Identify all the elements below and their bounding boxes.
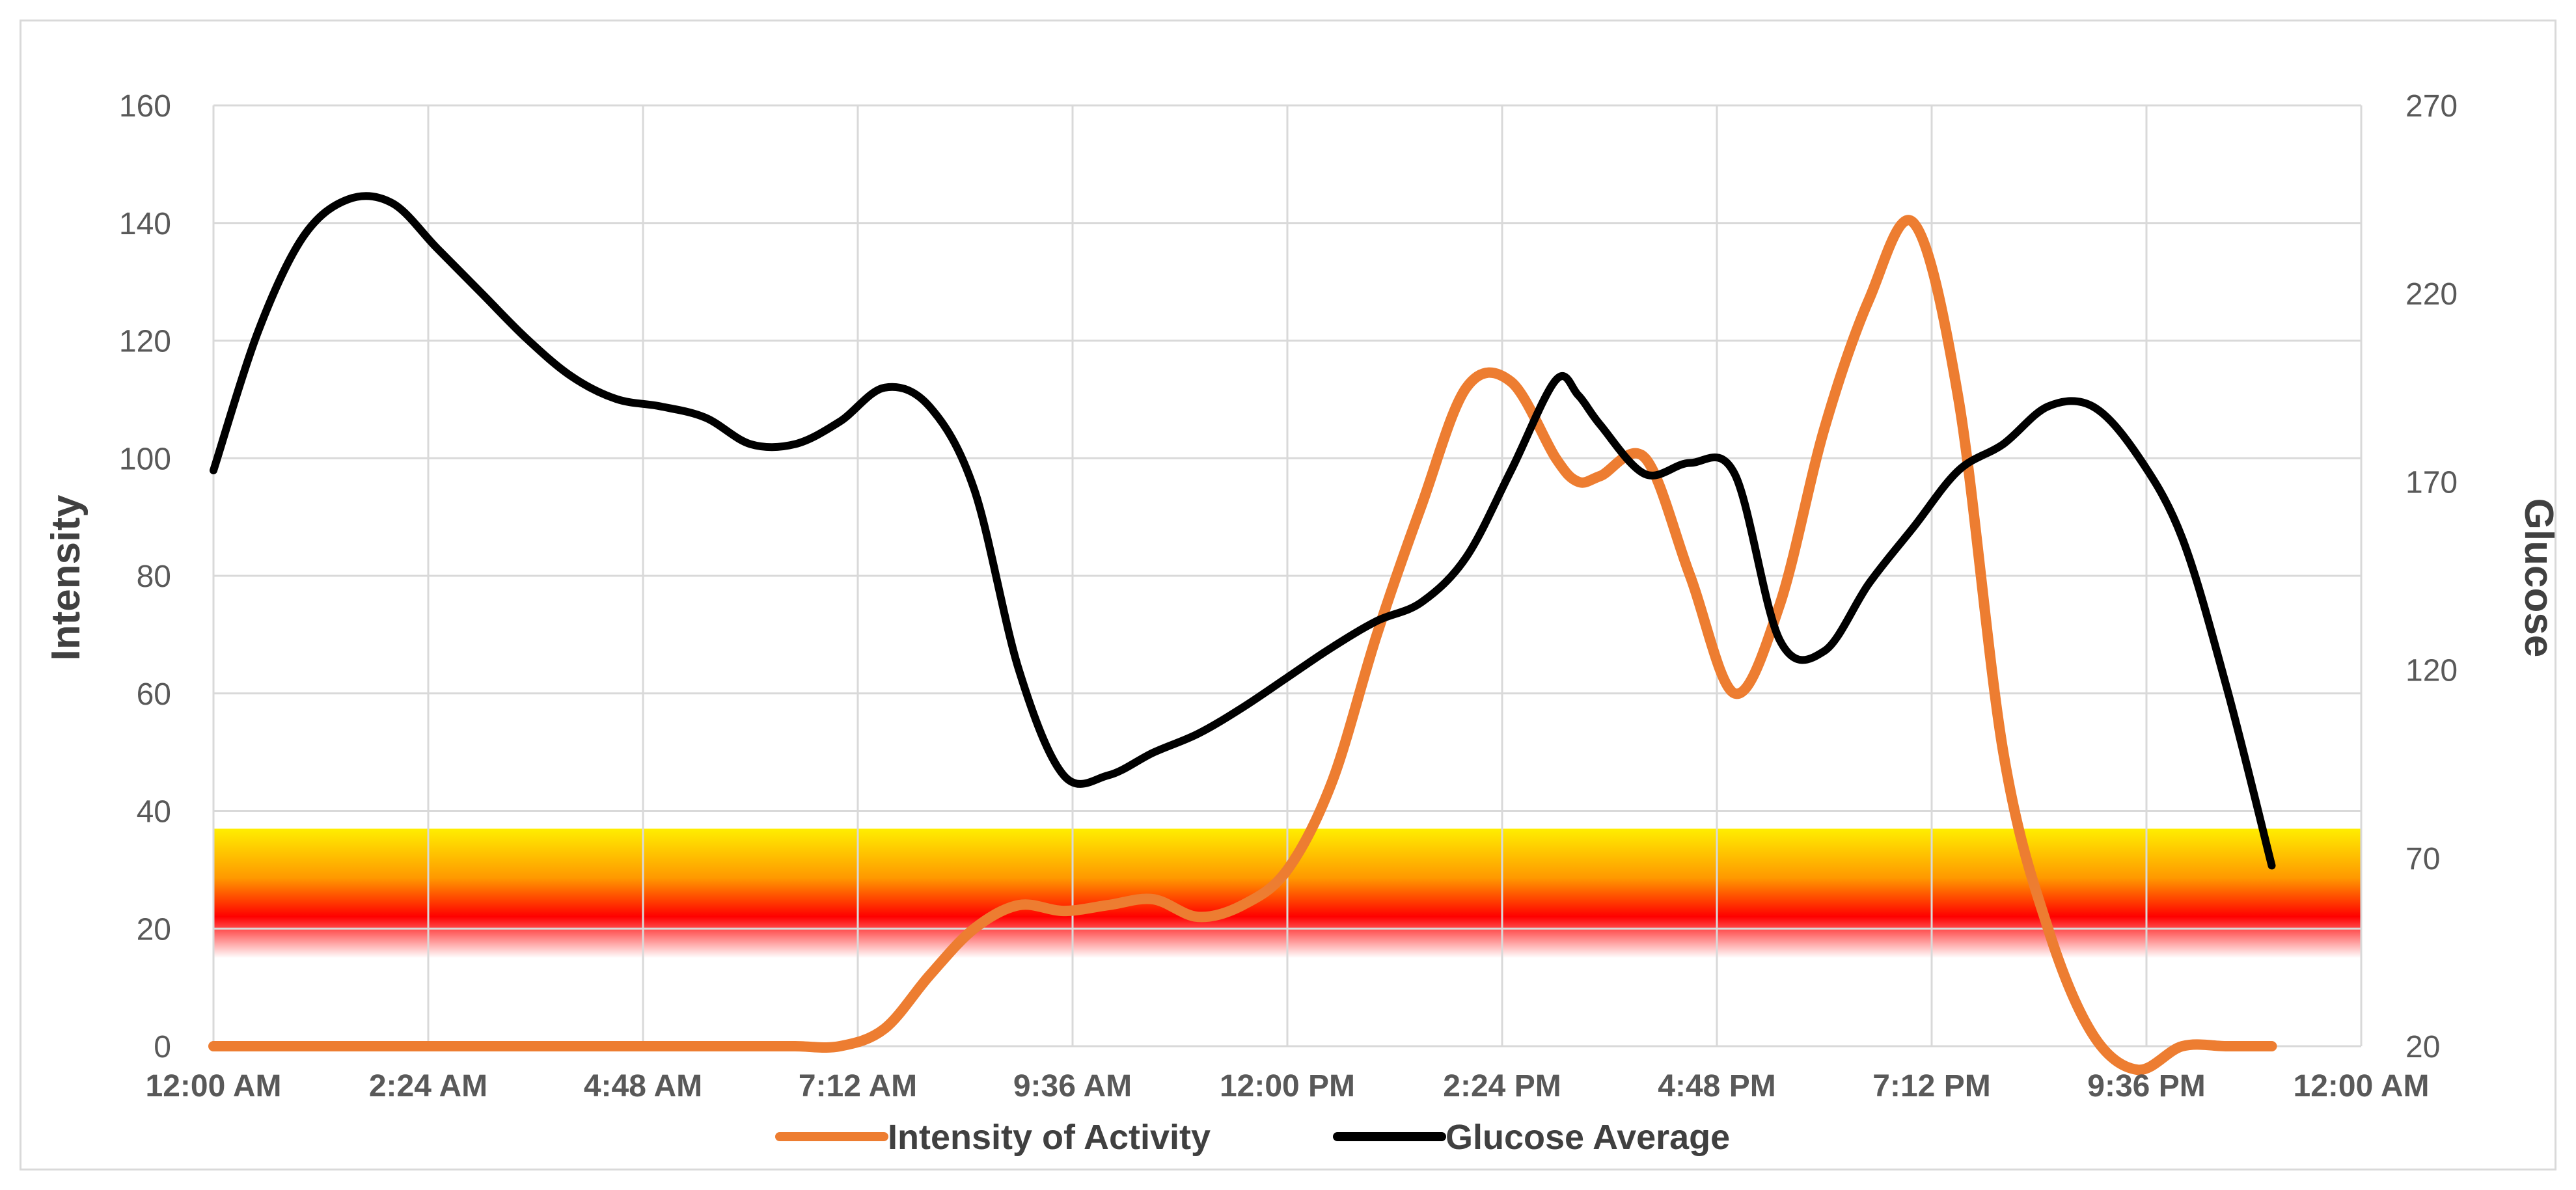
y-right-tick-label: 270 [2405, 89, 2458, 124]
x-tick-label: 12:00 PM [1220, 1069, 1355, 1103]
y-left-tick-label: 120 [119, 325, 171, 359]
y-left-tick-label: 20 [137, 912, 171, 947]
y-axis-right-title: Glucose [2516, 498, 2561, 658]
y-left-tick-label: 40 [137, 795, 171, 830]
y-right-tick-label: 20 [2405, 1030, 2440, 1064]
y-right-tick-label: 120 [2405, 654, 2458, 688]
y-left-tick-label: 0 [154, 1030, 171, 1064]
x-tick-label: 12:00 AM [2294, 1069, 2430, 1103]
y-right-tick-label: 70 [2405, 842, 2440, 876]
legend: Intensity of Activity Glucose Average [775, 1118, 1730, 1157]
series-line-glucose [210, 192, 2276, 870]
y-left-tick-label: 60 [137, 677, 171, 712]
legend-label-intensity: Intensity of Activity [888, 1118, 1211, 1157]
y-left-tick-label: 100 [119, 442, 171, 476]
y-left-tick-label: 160 [119, 89, 171, 124]
y-left-tick-label: 140 [119, 207, 171, 241]
x-tick-label: 7:12 PM [1872, 1069, 1990, 1103]
x-tick-label: 4:48 PM [1658, 1069, 1775, 1103]
x-tick-label: 12:00 AM [146, 1069, 282, 1103]
x-tick-label: 2:24 AM [369, 1069, 487, 1103]
series-line-intensity [208, 215, 2277, 1075]
y-right-tick-label: 170 [2405, 465, 2458, 500]
legend-label-glucose: Glucose Average [1446, 1118, 1730, 1157]
y-axis-left-title: Intensity [44, 494, 89, 660]
x-tick-label: 9:36 PM [2087, 1069, 2205, 1103]
y-left-tick-label: 80 [137, 560, 171, 594]
y-right-tick-label: 220 [2405, 277, 2458, 312]
x-tick-label: 9:36 AM [1013, 1069, 1132, 1103]
x-tick-label: 7:12 AM [799, 1069, 917, 1103]
x-tick-label: 2:24 PM [1443, 1069, 1561, 1103]
x-tick-label: 4:48 AM [584, 1069, 702, 1103]
